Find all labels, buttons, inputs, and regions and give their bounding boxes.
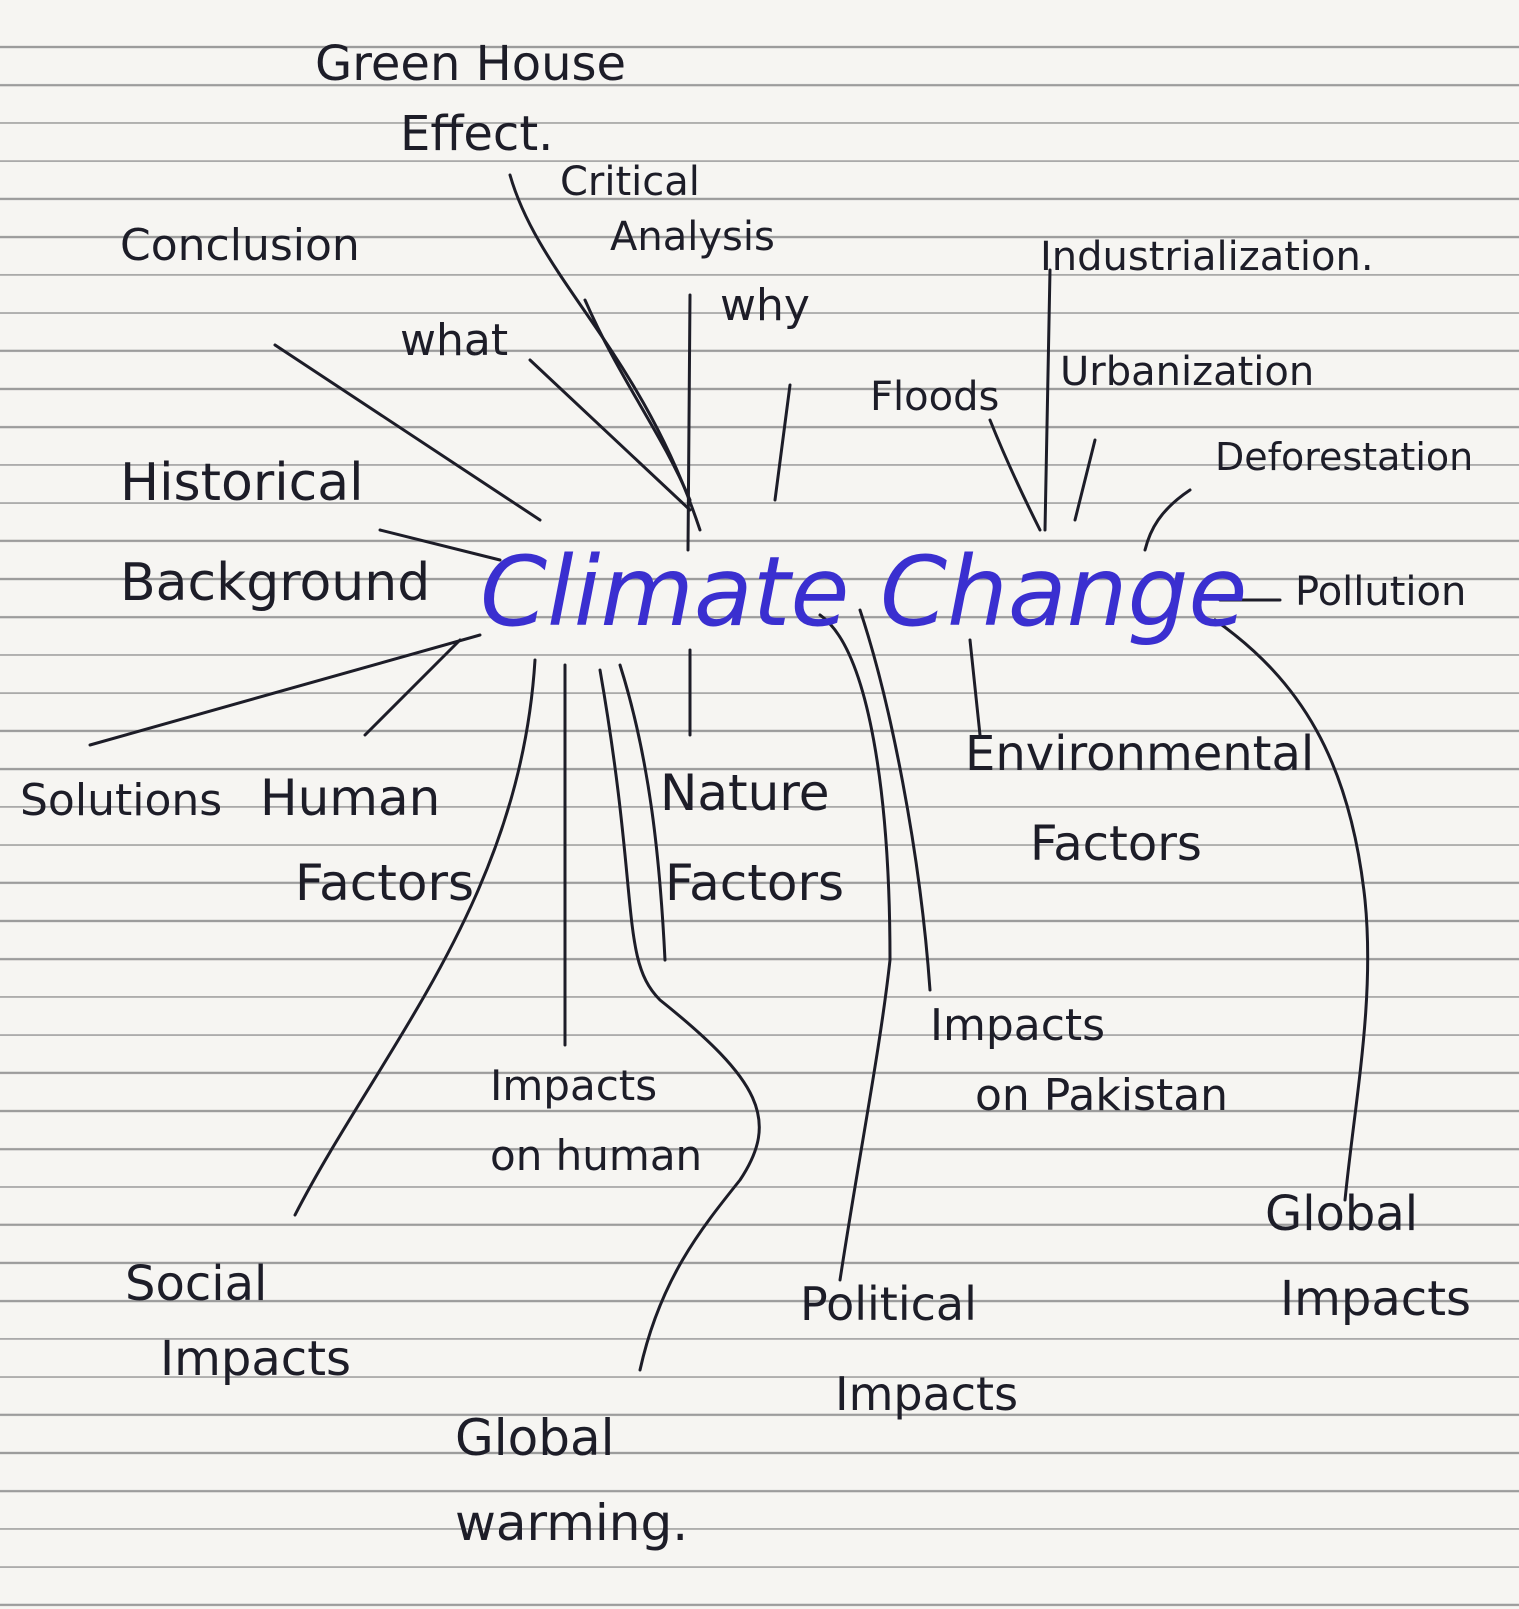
node-label: why <box>720 280 810 331</box>
connector <box>1045 270 1050 530</box>
connector <box>860 610 930 990</box>
node-label: Impacts <box>835 1367 1018 1421</box>
node-label: Impacts <box>1280 1271 1471 1327</box>
node-label: Green House <box>315 36 626 92</box>
node-labels: Green House Effect.Critical Analysis Conclu… <box>20 36 1473 1552</box>
node-label: Impacts <box>160 1331 351 1387</box>
node-label: Analysis <box>610 214 775 260</box>
page: Climate Change Green House Effect.Critica… <box>0 0 1519 1609</box>
node-label: warming. <box>455 1494 688 1552</box>
connector <box>90 635 480 745</box>
node-label: Impacts <box>490 1061 657 1110</box>
node-label: Urbanization <box>1060 349 1314 395</box>
node-label: on human <box>490 1131 702 1180</box>
node-label: Conclusion <box>120 220 360 271</box>
center-topic: Climate Change <box>480 536 1247 648</box>
node-label: on Pakistan <box>975 1070 1228 1121</box>
connector <box>1215 620 1368 1200</box>
connector <box>970 640 980 735</box>
node-label: Solutions <box>20 775 222 826</box>
node-label: Critical <box>560 159 700 205</box>
connector <box>820 615 890 1280</box>
node-label: Pollution <box>1295 569 1466 615</box>
node-label: Global <box>1265 1186 1418 1242</box>
node-label: Historical <box>120 453 364 513</box>
connector <box>990 420 1040 530</box>
node-label: Factors <box>665 854 844 912</box>
connector <box>585 300 690 500</box>
node-label: Impacts <box>930 1000 1105 1051</box>
mind-map: Climate Change Green House Effect.Critica… <box>0 0 1519 1609</box>
node-label: Industrialization. <box>1040 234 1374 280</box>
node-label: Political <box>800 1277 977 1331</box>
node-label: Factors <box>1030 816 1202 872</box>
node-label: Deforestation <box>1215 435 1473 479</box>
connector <box>620 665 665 960</box>
node-label: Background <box>120 553 430 613</box>
node-label: Global <box>455 1409 615 1467</box>
node-label: Human <box>260 769 440 827</box>
connector <box>775 385 790 500</box>
node-label: Factors <box>295 854 474 912</box>
node-label: Floods <box>870 374 999 420</box>
node-label: Social <box>125 1256 267 1312</box>
connector <box>1075 440 1095 520</box>
node-label: Environmental <box>965 726 1314 782</box>
node-label: Nature <box>660 764 830 822</box>
node-label: what <box>400 315 508 366</box>
node-label: Effect. <box>400 106 553 162</box>
connector <box>688 295 690 550</box>
connector <box>530 360 690 510</box>
